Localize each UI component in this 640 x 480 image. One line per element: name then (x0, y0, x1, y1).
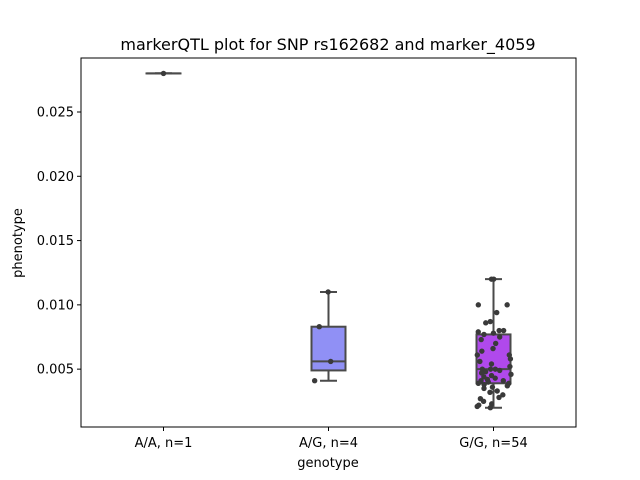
data-point (481, 331, 487, 338)
data-point (500, 378, 507, 384)
data-point (477, 358, 483, 365)
data-point (479, 348, 485, 354)
data-point (481, 385, 487, 392)
box-iqr (310, 325, 347, 372)
data-point (483, 320, 489, 326)
data-point (504, 383, 511, 389)
data-point (311, 378, 318, 384)
data-point (475, 329, 481, 335)
x-axis: A/A, n=1 A/G, n=4 G/G, n=54 (135, 427, 528, 451)
data-point (496, 367, 503, 374)
data-point (500, 327, 507, 334)
data-point (160, 70, 167, 77)
data-point (492, 375, 498, 381)
data-point (494, 388, 500, 394)
data-point (489, 384, 496, 390)
data-point (481, 381, 487, 388)
data-point (496, 394, 502, 401)
data-point (487, 389, 493, 395)
data-point (478, 336, 484, 343)
data-point (327, 358, 334, 365)
data-point (496, 327, 502, 334)
data-point (492, 340, 499, 347)
data-point (507, 363, 513, 370)
data-point (496, 334, 503, 340)
data-point (475, 302, 482, 308)
data-point (487, 405, 494, 411)
y-tick-label: 0.025 (37, 106, 74, 121)
data-point (316, 324, 322, 330)
data-point (474, 403, 480, 410)
y-tick-label: 0.005 (37, 363, 74, 378)
y-tick-label: 0.010 (37, 298, 74, 313)
data-point (494, 309, 500, 316)
data-point (487, 318, 493, 325)
data-point (491, 276, 497, 282)
data-point (490, 345, 496, 352)
y-tick-label: 0.015 (37, 234, 74, 249)
x-tick-label: A/G, n=4 (299, 436, 358, 451)
data-point (504, 302, 510, 308)
y-tick-label: 0.020 (37, 170, 74, 185)
data-point (488, 361, 495, 367)
data-point (507, 356, 514, 362)
y-axis: 0.005 0.010 0.015 0.020 0.025 (37, 106, 81, 378)
data-point (475, 380, 482, 386)
y-axis-title: phenotype (11, 208, 26, 278)
x-tick-label: G/G, n=54 (459, 436, 527, 451)
data-point (480, 398, 487, 404)
chart-title: markerQTL plot for SNP rs162682 and mark… (120, 35, 535, 55)
data-point (485, 379, 491, 385)
data-point (508, 371, 514, 377)
data-point (490, 330, 497, 336)
data-points (160, 70, 514, 411)
plot-frame (80, 57, 577, 428)
data-point (325, 289, 331, 295)
data-point (487, 366, 494, 372)
x-tick-label: A/A, n=1 (135, 436, 193, 451)
data-point (492, 366, 499, 372)
x-axis-title: genotype (297, 456, 358, 471)
data-point (500, 392, 506, 398)
data-point (474, 352, 481, 358)
